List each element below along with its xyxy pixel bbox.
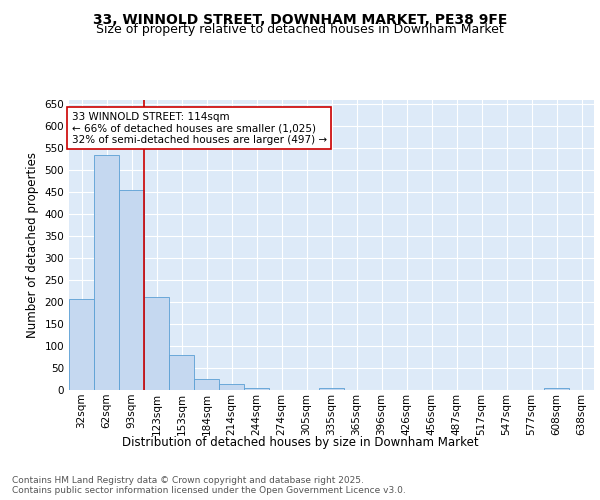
Bar xyxy=(144,297,169,390)
Bar xyxy=(319,388,344,390)
Bar xyxy=(544,388,569,390)
Bar xyxy=(94,155,119,390)
Text: Distribution of detached houses by size in Downham Market: Distribution of detached houses by size … xyxy=(122,436,478,449)
Text: 33 WINNOLD STREET: 114sqm
← 66% of detached houses are smaller (1,025)
32% of se: 33 WINNOLD STREET: 114sqm ← 66% of detac… xyxy=(71,112,327,145)
Bar xyxy=(244,388,269,390)
Bar xyxy=(169,355,194,390)
Bar xyxy=(194,379,219,390)
Bar xyxy=(119,190,144,390)
Text: Size of property relative to detached houses in Downham Market: Size of property relative to detached ho… xyxy=(96,24,504,36)
Bar xyxy=(219,384,244,390)
Text: Contains HM Land Registry data © Crown copyright and database right 2025.
Contai: Contains HM Land Registry data © Crown c… xyxy=(12,476,406,495)
Bar xyxy=(69,298,94,390)
Y-axis label: Number of detached properties: Number of detached properties xyxy=(26,152,39,338)
Text: 33, WINNOLD STREET, DOWNHAM MARKET, PE38 9FE: 33, WINNOLD STREET, DOWNHAM MARKET, PE38… xyxy=(93,12,507,26)
